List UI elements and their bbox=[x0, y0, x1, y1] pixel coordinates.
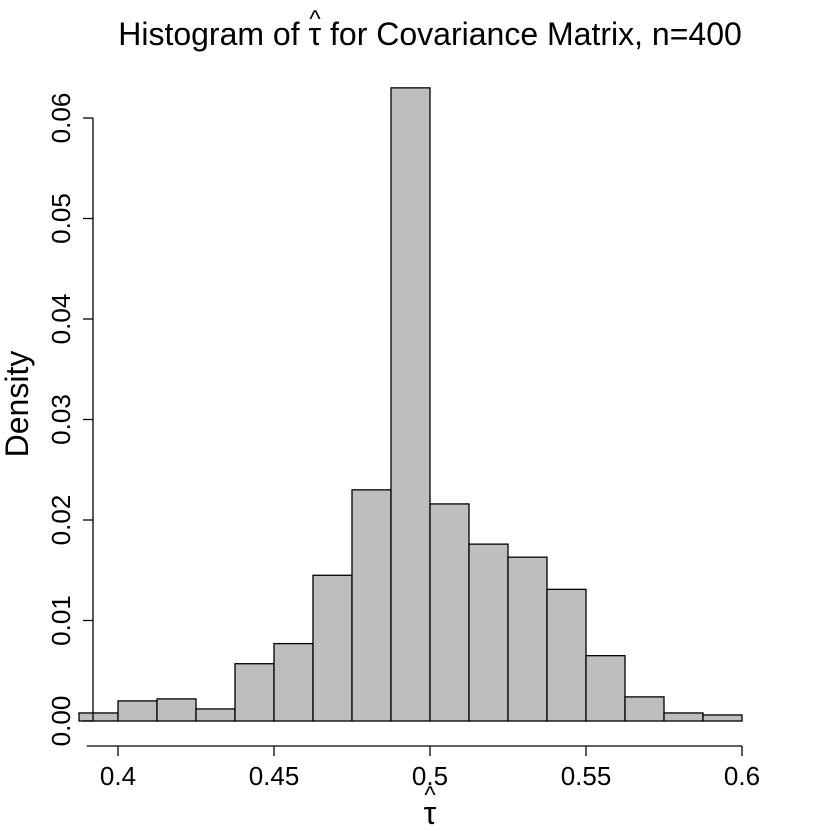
histogram-bar bbox=[429, 503, 470, 722]
histogram-bar bbox=[351, 489, 392, 722]
histogram-bar bbox=[546, 588, 587, 722]
y-tick-label: 0.03 bbox=[46, 394, 76, 445]
histogram-bar bbox=[234, 663, 275, 722]
x-tick-label: 0.4 bbox=[100, 761, 136, 791]
histogram-bar bbox=[156, 698, 197, 722]
y-tick-label: 0.00 bbox=[46, 696, 76, 747]
y-tick-label: 0.06 bbox=[46, 93, 76, 144]
x-tick-label: 0.6 bbox=[724, 761, 760, 791]
y-axis: 0.00 0.01 0.02 0.03 0.04 0.05 0.06 bbox=[46, 93, 94, 747]
histogram-bar bbox=[663, 712, 704, 722]
y-tick-label: 0.05 bbox=[46, 193, 76, 244]
histogram-bar bbox=[468, 543, 509, 722]
histogram-bar bbox=[585, 655, 626, 722]
x-axis-label: τ bbox=[424, 795, 437, 830]
chart-title: Histogram of τ for Covariance Matrix, n=… bbox=[118, 16, 742, 52]
chart-title-suffix: for Covariance Matrix, n=400 bbox=[321, 16, 742, 52]
x-tick-label: 0.45 bbox=[249, 761, 300, 791]
chart-title-hat: ^ bbox=[309, 6, 321, 33]
histogram-bar bbox=[117, 700, 158, 722]
y-tick-label: 0.02 bbox=[46, 495, 76, 546]
x-axis: 0.4 0.45 0.5 0.55 0.6 bbox=[86, 745, 760, 791]
histogram-bar bbox=[507, 556, 548, 722]
histogram-bar bbox=[312, 574, 353, 722]
histogram-bar bbox=[702, 714, 743, 722]
chart-title-symbol: τ bbox=[309, 16, 322, 52]
histogram-bars bbox=[78, 87, 743, 722]
histogram-bar bbox=[273, 642, 314, 722]
x-axis-label-hat: ^ bbox=[424, 782, 436, 809]
histogram-bar bbox=[390, 87, 431, 722]
histogram-bar bbox=[195, 708, 236, 722]
y-tick-label: 0.04 bbox=[46, 294, 76, 345]
x-tick-label: 0.55 bbox=[561, 761, 612, 791]
histogram-bar bbox=[78, 712, 119, 722]
x-tick-label: 0.5 bbox=[412, 761, 448, 791]
y-axis-label: Density bbox=[0, 351, 35, 458]
y-tick-label: 0.01 bbox=[46, 595, 76, 646]
chart-title-prefix: Histogram of bbox=[118, 16, 308, 52]
histogram-bar bbox=[624, 696, 665, 722]
